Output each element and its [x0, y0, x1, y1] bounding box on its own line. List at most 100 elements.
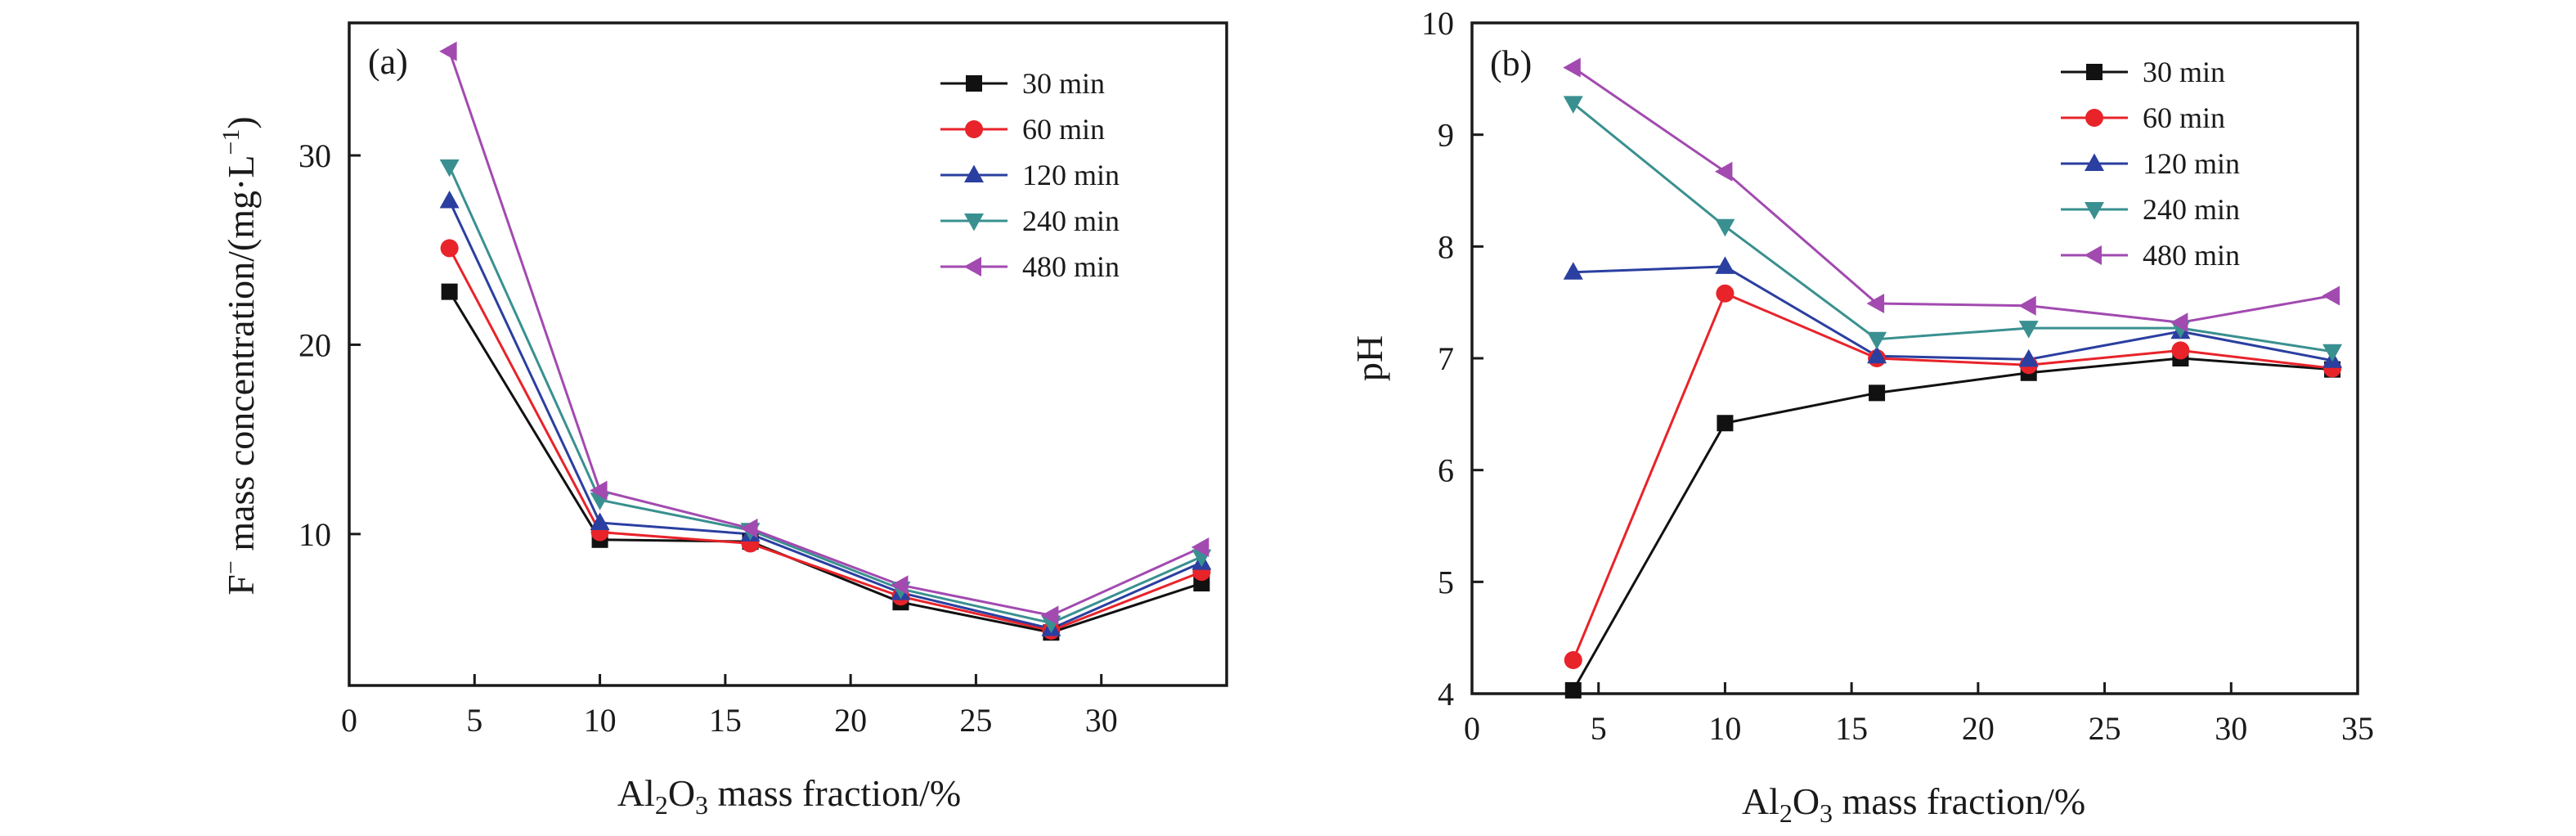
x-tick-label: 25	[959, 702, 992, 739]
axis-ticks-a: 0 5 10 15 20 25 30 10 20 30	[298, 137, 1118, 739]
series-line-480-min	[1572, 66, 2333, 324]
plot-frame-a	[348, 21, 1228, 687]
legend-label: 120 min	[2143, 147, 2240, 180]
data-point-120-min	[1563, 262, 1583, 280]
series-line-120-min	[448, 200, 1202, 631]
series-line-240-min	[448, 166, 1202, 625]
legend-marker	[2084, 245, 2102, 265]
legend-marker	[963, 257, 981, 276]
y-tick-label: 9	[1438, 117, 1454, 154]
series-line-240-min	[1572, 102, 2333, 353]
data-point-120-min	[1715, 256, 1735, 274]
y-label-a-main: F	[220, 574, 262, 596]
y-label-a-sup: −	[218, 560, 245, 574]
x-tick-label: 15	[709, 702, 742, 739]
x-tick-label: 10	[584, 702, 617, 739]
legend-marker	[2086, 64, 2103, 80]
series-lines-b	[1572, 66, 2333, 691]
data-point-480-min	[439, 41, 457, 61]
legend-marker	[2085, 109, 2103, 127]
x-label-a-o: O	[668, 772, 695, 814]
axis-ticks-b: 0 5 10 15 20 25 30 35 4 5 6 7 8 9 10	[1421, 5, 2374, 747]
legend-label: 240 min	[1022, 205, 1120, 237]
x-label-b-al: Al	[1742, 780, 1779, 822]
data-point-120-min	[439, 191, 460, 209]
legend-label: 30 min	[2143, 56, 2225, 88]
x-tick-label: 0	[341, 702, 357, 739]
series-line-480-min	[448, 51, 1202, 617]
legend-marker	[2085, 202, 2104, 220]
y-tick-label: 5	[1438, 564, 1454, 600]
data-point-120-min	[2018, 348, 2039, 367]
legend-label: 480 min	[2143, 239, 2240, 272]
legend-label: 120 min	[1022, 159, 1120, 191]
data-point-480-min	[1191, 537, 1209, 558]
legend-a: 30 min 60 min 120 min 240 min 480 min	[940, 67, 1120, 283]
series-line-30-min	[448, 290, 1202, 634]
chart-panel-a: 0 5 10 15 20 25 30 10 20 30 (a) 30 min 60 min 120 m…	[218, 21, 1228, 820]
x-tick-label: 15	[1835, 710, 1868, 747]
data-point-240-min	[2322, 344, 2343, 362]
data-point-60-min	[1564, 651, 1582, 669]
x-axis-label-a: Al2O3 mass fraction/%	[617, 772, 961, 820]
x-label-a-sub1: 2	[655, 790, 668, 820]
data-point-240-min	[1715, 218, 1735, 237]
legend-marker	[964, 164, 984, 182]
y-tick-label: 10	[298, 516, 331, 553]
x-tick-label: 30	[1085, 702, 1118, 739]
data-point-60-min	[2171, 341, 2190, 360]
series-markers-b	[1563, 57, 2343, 699]
y-tick-label: 7	[1438, 340, 1454, 377]
legend-b: 30 min 60 min 120 min 240 min 480 min	[2061, 56, 2240, 272]
y-axis-label-b: pH	[1349, 335, 1390, 381]
legend-label: 240 min	[2143, 193, 2240, 226]
x-label-a-rest: mass fraction/%	[708, 772, 961, 814]
x-label-b-o: O	[1793, 780, 1820, 822]
data-point-480-min	[2018, 295, 2036, 316]
legend-label: 60 min	[2143, 101, 2225, 134]
series-lines-a	[448, 51, 1202, 634]
y-tick-label: 30	[298, 137, 331, 174]
series-line-60-min	[1572, 291, 2333, 661]
legend-marker	[2085, 153, 2104, 171]
series-line-120-min	[1573, 265, 2333, 362]
x-tick-label: 35	[2341, 710, 2374, 747]
x-label-b-sub1: 2	[1779, 798, 1793, 828]
x-label-b-rest: mass fraction/%	[1833, 780, 2085, 822]
data-point-30-min	[1564, 681, 1582, 699]
y-tick-label: 20	[298, 326, 331, 363]
y-tick-label: 4	[1438, 676, 1454, 712]
legend-marker	[965, 120, 983, 138]
x-tick-label: 5	[1591, 710, 1607, 747]
legend-marker	[966, 75, 982, 92]
data-point-120-min	[1867, 345, 1887, 364]
y-label-a-end: )	[220, 116, 262, 128]
y-label-a-sup2: −1	[218, 129, 245, 155]
y-tick-label: 8	[1438, 228, 1454, 265]
x-label-a-al: Al	[617, 772, 655, 814]
x-tick-label: 25	[2089, 710, 2121, 747]
x-tick-label: 30	[2215, 710, 2247, 747]
legend-marker	[964, 213, 984, 231]
data-point-240-min	[1563, 96, 1583, 114]
panel-label-b: (b)	[1490, 43, 1532, 83]
y-axis-label-a: F− mass concentration/(mg·L−1)	[218, 116, 262, 595]
data-point-60-min	[1716, 284, 1735, 303]
panel-label-a: (a)	[368, 42, 408, 82]
data-point-480-min	[740, 518, 758, 538]
data-point-480-min	[890, 575, 909, 596]
x-tick-label: 20	[834, 702, 867, 739]
legend-label: 60 min	[1022, 113, 1105, 146]
data-point-30-min	[1869, 384, 1886, 402]
data-point-30-min	[441, 283, 458, 300]
x-tick-label: 5	[466, 702, 482, 739]
series-line-60-min	[448, 247, 1202, 632]
data-point-120-min	[590, 512, 610, 530]
data-point-240-min	[439, 159, 460, 178]
legend-label: 30 min	[1022, 67, 1105, 100]
data-point-480-min	[590, 480, 608, 501]
series-markers-a	[439, 41, 1212, 641]
legend-label: 480 min	[1022, 250, 1120, 283]
x-axis-label-b: Al2O3 mass fraction/%	[1742, 780, 2085, 828]
data-point-480-min	[2322, 285, 2340, 306]
